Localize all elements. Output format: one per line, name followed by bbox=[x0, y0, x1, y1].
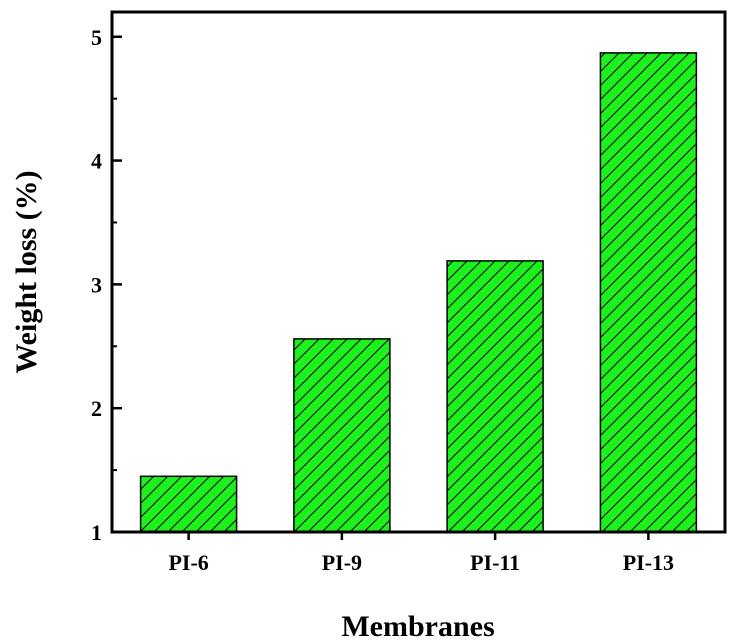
x-axis-title: Membranes bbox=[341, 610, 494, 643]
x-tick-label-pi-9: PI-9 bbox=[322, 550, 362, 575]
bar-pi-11 bbox=[446, 260, 544, 533]
bar-pi-6 bbox=[139, 475, 238, 533]
x-tick-label-pi-6: PI-6 bbox=[168, 550, 208, 575]
y-tick-label: 2 bbox=[91, 396, 102, 421]
plot-frame bbox=[110, 10, 727, 534]
bar-pi-13 bbox=[599, 52, 698, 533]
y-axis: 1 2 3 4 5 bbox=[91, 25, 122, 545]
x-axis: PI-6 PI-9 PI-11 PI-13 bbox=[168, 532, 674, 575]
y-tick-label: 5 bbox=[91, 25, 102, 50]
y-tick-label: 1 bbox=[91, 520, 102, 545]
y-axis-title: Weight loss (%) bbox=[10, 170, 43, 373]
y-tick-label: 4 bbox=[91, 149, 102, 174]
x-tick-label-pi-13: PI-13 bbox=[623, 550, 674, 575]
x-tick-label-pi-11: PI-11 bbox=[470, 550, 520, 575]
bar-pi-9 bbox=[293, 338, 391, 533]
y-tick-label: 3 bbox=[91, 272, 102, 297]
bars-group bbox=[139, 52, 698, 533]
